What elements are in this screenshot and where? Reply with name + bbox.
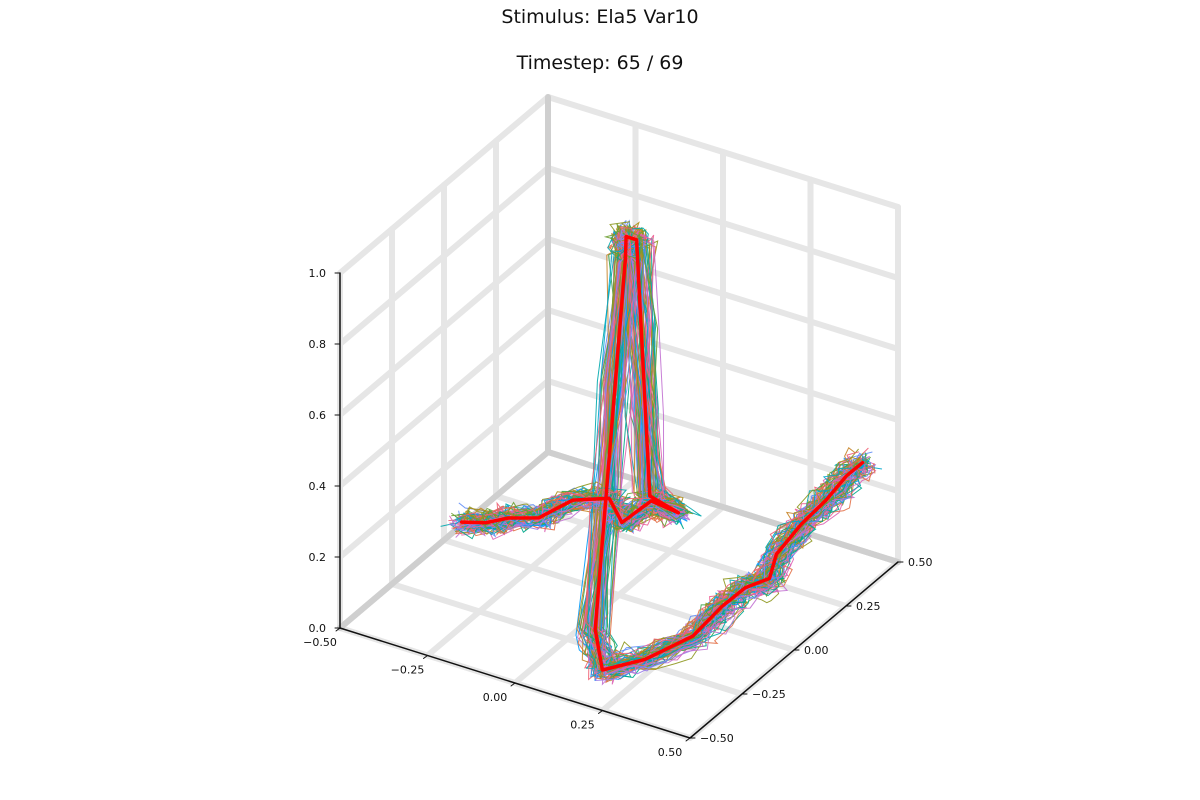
z-tick-label: 0.4 xyxy=(309,480,327,493)
left-wall-grid-z xyxy=(337,236,551,418)
x-tick-label: 0.25 xyxy=(570,719,595,732)
trajectory-line xyxy=(468,226,867,670)
x-tick xyxy=(685,737,691,742)
left-wall-grid-z xyxy=(337,94,551,276)
z-tick-label: 0.8 xyxy=(309,338,327,351)
back-wall-grid-z xyxy=(545,94,901,210)
x-tick-label: −0.25 xyxy=(391,664,425,677)
trajectory-line xyxy=(468,227,865,664)
trajectory-line xyxy=(464,232,868,671)
floor-grid-y xyxy=(389,581,745,697)
tick-labels: −0.50 −0.25 0.00 0.25 0.50 −0.50 −0.25 0.00 0.25… xyxy=(303,267,932,759)
chart-title: Stimulus: Ela5 Var10 xyxy=(501,6,699,28)
trajectory-line xyxy=(461,226,864,669)
trajectories xyxy=(440,219,883,686)
left-floor-edge xyxy=(337,449,551,631)
y-tick-label: −0.25 xyxy=(752,688,786,701)
z-tick-label: 0.0 xyxy=(309,622,327,635)
target-path xyxy=(459,234,865,672)
back-wall-grid-z xyxy=(545,165,901,281)
y-tick-label: 0.25 xyxy=(856,600,881,613)
back-wall-grid-z xyxy=(545,307,901,423)
y-tick-label: −0.50 xyxy=(700,732,734,745)
trajectory-line xyxy=(468,228,866,668)
left-wall-grid-z xyxy=(337,307,551,489)
y-tick-label: 0.00 xyxy=(804,644,829,657)
z-tick-label: 1.0 xyxy=(309,267,327,280)
trajectory-line xyxy=(457,223,868,671)
x-tick xyxy=(598,710,603,714)
trajectory-line xyxy=(463,221,868,664)
x-tick-label: −0.50 xyxy=(303,636,337,649)
x-tick xyxy=(510,682,516,687)
trajectory-line xyxy=(466,234,863,672)
z-tick-label: 0.2 xyxy=(309,551,327,564)
left-wall-grid-z xyxy=(337,378,551,560)
floor-grid-y xyxy=(441,537,797,653)
x-tick-label: 0.50 xyxy=(658,746,683,759)
x-tick-label: 0.00 xyxy=(483,691,508,704)
x-tick xyxy=(423,655,428,659)
left-wall-grid-z xyxy=(337,165,551,347)
target-line xyxy=(459,234,865,672)
trajectory-line xyxy=(466,235,883,670)
trajectory-line xyxy=(470,230,867,666)
chart-subtitle: Timestep: 65 / 69 xyxy=(516,52,684,74)
back-wall-grid-z xyxy=(545,236,901,352)
y-tick-label: 0.50 xyxy=(908,556,933,569)
trajectory-line xyxy=(467,229,865,668)
trajectory-line xyxy=(468,238,877,675)
z-tick-label: 0.6 xyxy=(309,409,327,422)
